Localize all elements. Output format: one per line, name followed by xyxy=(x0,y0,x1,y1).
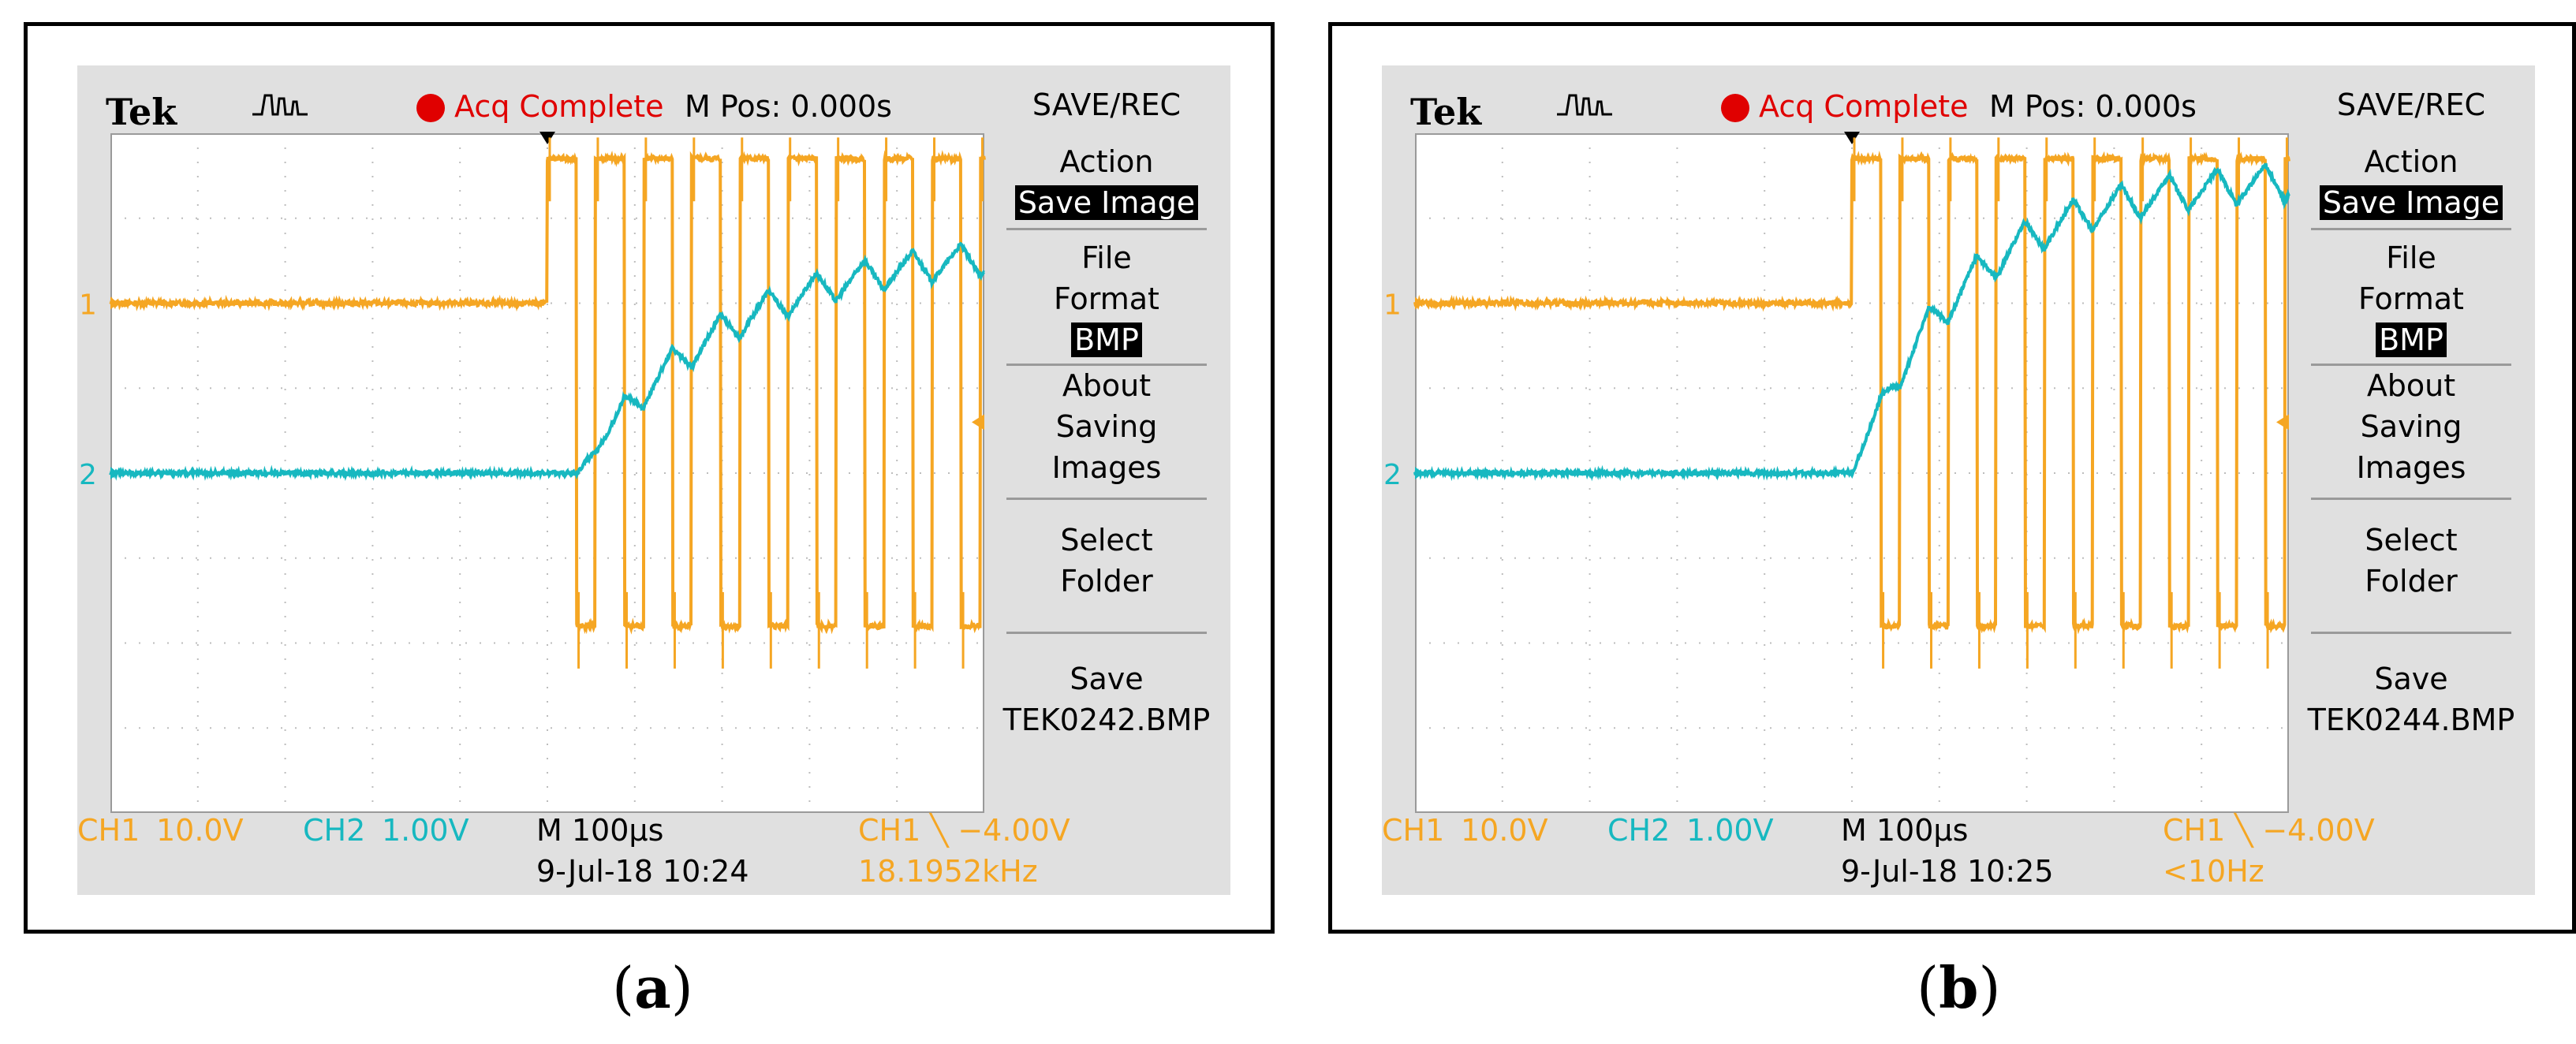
trigger-position-marker xyxy=(1844,132,1860,144)
menu-select-line-1: Select xyxy=(1060,523,1153,557)
menu-file-format-label: File xyxy=(2386,240,2436,275)
acquisition-waveform-icon xyxy=(1557,94,1612,116)
menu-separator xyxy=(1006,498,1207,500)
ch1-spikes xyxy=(1853,137,2288,669)
menu-file-format[interactable]: File Format BMP xyxy=(2305,237,2518,360)
menu-file-format-value: BMP xyxy=(1071,323,1142,357)
menu-action[interactable]: Action Save Image xyxy=(2305,141,2518,223)
brand-logo: Tek xyxy=(1410,91,1482,133)
menu-about-line-2: Saving xyxy=(1055,409,1158,444)
ch1-scale: 10.0V xyxy=(156,813,244,848)
waveform-plot: 12 xyxy=(1383,132,2290,813)
menu-save[interactable]: Save TEK0242.BMP xyxy=(1000,658,1213,740)
menu-about-line-3: Images xyxy=(2356,450,2466,485)
ch1-trace xyxy=(1413,151,2290,635)
timebase: M 100µs xyxy=(536,813,664,848)
menu-file-format-label-2: Format xyxy=(2358,282,2464,316)
ch2-scale: 1.00V xyxy=(1686,813,1774,848)
ch1-marker: 1 xyxy=(1383,289,1402,322)
trigger-level-marker xyxy=(2276,414,2289,431)
ch2-trace xyxy=(109,241,985,482)
ch2-label: CH2 xyxy=(1607,813,1671,848)
menu-file-format-value: BMP xyxy=(2376,323,2447,357)
menu-about-line-3: Images xyxy=(1051,450,1162,485)
horizontal-position: M Pos: 0.000s xyxy=(1989,89,2197,124)
trigger-frequency: 18.1952kHz xyxy=(858,854,1038,889)
acquisition-status: Acq Complete xyxy=(454,89,664,124)
trigger-setting: CH1 ╲ −4.00V xyxy=(2163,813,2375,848)
ch2-label: CH2 xyxy=(303,813,366,848)
menu-separator xyxy=(2311,364,2511,366)
panel-caption-b: (b) xyxy=(1917,954,2001,1021)
ch1-spikes xyxy=(548,137,984,669)
ch1-trace xyxy=(109,150,986,635)
menu-save-label: Save xyxy=(2374,662,2448,696)
menu-title: SAVE/REC xyxy=(2336,88,2486,122)
ch2-ground-arrow xyxy=(110,467,118,479)
menu-about-saving[interactable]: About Saving Images xyxy=(2305,365,2518,488)
ch2-marker: 2 xyxy=(1383,459,1402,491)
ch1-marker: 1 xyxy=(79,289,97,322)
menu-select-line-2: Folder xyxy=(1060,564,1153,598)
menu-file-format-label: File xyxy=(1081,240,1132,275)
timestamp: 9-Jul-18 10:24 xyxy=(536,854,749,889)
menu-action[interactable]: Action Save Image xyxy=(1000,141,1213,223)
menu-save-file: TEK0244.BMP xyxy=(2307,703,2515,737)
ch2-marker: 2 xyxy=(79,459,97,491)
menu-separator xyxy=(1006,632,1207,634)
horizontal-position: M Pos: 0.000s xyxy=(685,89,892,124)
trigger-level-marker xyxy=(972,414,984,431)
ch1-label: CH1 xyxy=(1382,813,1445,848)
menu-separator xyxy=(2311,498,2511,500)
menu-about-line-1: About xyxy=(1062,368,1152,403)
timestamp: 9-Jul-18 10:25 xyxy=(1841,854,2054,889)
menu-action-label: Action xyxy=(1059,144,1154,179)
menu-select-folder[interactable]: Select Folder xyxy=(2305,520,2518,602)
trigger-position-marker xyxy=(539,132,555,144)
brand-logo: Tek xyxy=(106,91,177,133)
menu-separator xyxy=(2311,632,2511,634)
ch2-trace xyxy=(1413,162,2290,482)
menu-about-saving[interactable]: About Saving Images xyxy=(1000,365,1213,488)
ch2-ground-arrow xyxy=(1415,467,1423,479)
menu-file-format-label-2: Format xyxy=(1054,282,1159,316)
ch1-label: CH1 xyxy=(77,813,140,848)
trigger-setting: CH1 ╲ −4.00V xyxy=(858,813,1070,848)
menu-file-format[interactable]: File Format BMP xyxy=(1000,237,1213,360)
ch1-ground-arrow xyxy=(110,296,118,310)
timebase: M 100µs xyxy=(1841,813,1969,848)
ch1-scale: 10.0V xyxy=(1461,813,1548,848)
menu-select-folder[interactable]: Select Folder xyxy=(1000,520,1213,602)
menu-about-line-1: About xyxy=(2366,368,2456,403)
acquisition-status-icon xyxy=(1721,94,1749,122)
ch1-ground-arrow xyxy=(1415,296,1423,310)
menu-save-label: Save xyxy=(1070,662,1144,696)
menu-title: SAVE/REC xyxy=(1032,88,1182,122)
panel-caption-a: (a) xyxy=(612,954,693,1021)
menu-action-value: Save Image xyxy=(2319,185,2503,220)
acquisition-status-icon xyxy=(416,94,445,122)
menu-select-line-2: Folder xyxy=(2365,564,2458,598)
menu-about-line-2: Saving xyxy=(2360,409,2462,444)
waveform-plot: 12 xyxy=(79,132,986,813)
menu-save[interactable]: Save TEK0244.BMP xyxy=(2305,658,2518,740)
menu-separator xyxy=(2311,228,2511,230)
trigger-frequency: <10Hz xyxy=(2163,854,2264,889)
menu-action-label: Action xyxy=(2364,144,2458,179)
menu-action-value: Save Image xyxy=(1014,185,1199,220)
menu-separator xyxy=(1006,228,1207,230)
menu-separator xyxy=(1006,364,1207,366)
menu-select-line-1: Select xyxy=(2365,523,2458,557)
menu-save-file: TEK0242.BMP xyxy=(1002,703,1211,737)
ch2-scale: 1.00V xyxy=(382,813,469,848)
acquisition-waveform-icon xyxy=(252,94,308,116)
acquisition-status: Acq Complete xyxy=(1759,89,1969,124)
